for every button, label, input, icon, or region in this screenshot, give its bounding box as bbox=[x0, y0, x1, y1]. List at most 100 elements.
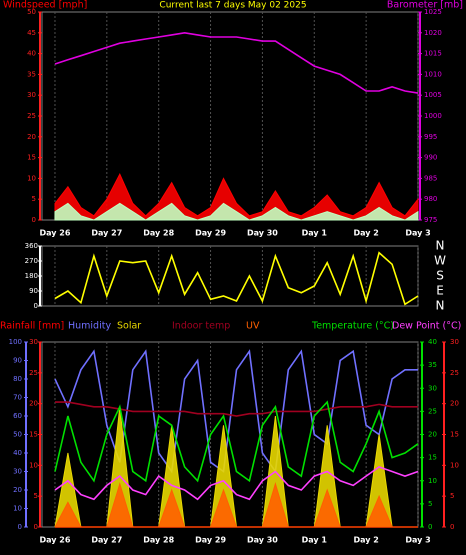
series-line bbox=[54, 251, 419, 306]
y-tick-label: 10 bbox=[13, 505, 22, 513]
y-tick-label: 20 bbox=[13, 486, 22, 494]
x-tick-label: Day 30 bbox=[247, 229, 278, 238]
y4-tick-label: 15 bbox=[450, 431, 459, 439]
y2-tick-label: 15 bbox=[29, 431, 38, 439]
y-tick-label: 25 bbox=[27, 112, 36, 120]
series-area bbox=[54, 482, 418, 528]
y3-tick-label: 10 bbox=[428, 477, 437, 485]
y2-tick-label: 980 bbox=[424, 195, 437, 203]
x-tick-label: Day 27 bbox=[91, 536, 122, 545]
y-tick-label: 40 bbox=[13, 449, 22, 457]
y-tick-label: 40 bbox=[27, 50, 36, 58]
series-line bbox=[54, 31, 419, 94]
x-tick-label: Day 28 bbox=[143, 536, 174, 545]
x-tick-label: Day 29 bbox=[195, 536, 226, 545]
y3-tick-label: 5 bbox=[428, 500, 432, 508]
y3-tick-label: 35 bbox=[428, 361, 437, 369]
y4-tick-label: 0 bbox=[450, 523, 454, 531]
y2-tick-label: 1025 bbox=[424, 8, 442, 16]
legend-label: Rainfall [mm] bbox=[0, 321, 64, 332]
y3-tick-label: 25 bbox=[428, 407, 437, 415]
y2-tick-label: 985 bbox=[424, 174, 437, 182]
legend-label: Windspeed [mph] bbox=[3, 0, 87, 11]
y2-tick-label: N bbox=[436, 239, 445, 253]
y3-tick-label: 40 bbox=[428, 338, 437, 346]
legend-label: Solar bbox=[117, 321, 141, 332]
x-tick-label: Day 27 bbox=[91, 229, 122, 238]
x-tick-label: Day 28 bbox=[143, 229, 174, 238]
y4-tick-label: 25 bbox=[450, 369, 459, 377]
legend-label: Dew Point (°C) bbox=[392, 321, 461, 332]
legend-label: Indoor temp bbox=[172, 321, 230, 332]
y2-tick-label: 995 bbox=[424, 133, 437, 141]
x-tick-label: Day 3 bbox=[405, 229, 430, 238]
x-tick-label: Day 3 bbox=[405, 536, 430, 545]
x-tick-label: Day 29 bbox=[195, 229, 226, 238]
y-tick-label: 5 bbox=[32, 195, 36, 203]
y-tick-label: 90 bbox=[29, 287, 38, 295]
y2-tick-label: 20 bbox=[29, 400, 38, 408]
y-tick-label: 50 bbox=[13, 431, 22, 439]
legend-label: Barometer [mb] bbox=[387, 0, 463, 11]
y-tick-label: 90 bbox=[13, 357, 22, 365]
y3-tick-label: 0 bbox=[428, 523, 432, 531]
y2-tick-label: 1015 bbox=[424, 50, 442, 58]
y2-tick-label: W bbox=[434, 254, 446, 268]
y-tick-label: 10 bbox=[27, 174, 36, 182]
y-tick-label: 15 bbox=[27, 154, 36, 162]
y2-tick-label: 1020 bbox=[424, 29, 442, 37]
y-tick-label: 0 bbox=[32, 216, 36, 224]
series-line bbox=[55, 401, 418, 417]
x-tick-label: Day 30 bbox=[247, 536, 278, 545]
y4-tick-label: 10 bbox=[450, 461, 459, 469]
y2-tick-label: 975 bbox=[424, 216, 437, 224]
legend-label: Humidity bbox=[68, 321, 111, 332]
y-tick-label: 0 bbox=[18, 523, 22, 531]
y3-tick-label: 20 bbox=[428, 431, 437, 439]
y-tick-label: 70 bbox=[13, 394, 22, 402]
y-tick-label: 100 bbox=[9, 338, 22, 346]
series-area bbox=[54, 173, 419, 221]
y2-tick-label: 1010 bbox=[424, 70, 442, 78]
legend-label: Temperature (°C) bbox=[311, 321, 394, 332]
y2-tick-label: 5 bbox=[34, 492, 38, 500]
x-tick-label: Day 2 bbox=[353, 229, 378, 238]
series-area bbox=[54, 202, 419, 221]
y2-tick-label: S bbox=[436, 269, 444, 283]
y-tick-label: 270 bbox=[25, 257, 38, 265]
y2-tick-label: 25 bbox=[29, 369, 38, 377]
y2-tick-label: 30 bbox=[29, 338, 38, 346]
y2-tick-label: 1000 bbox=[424, 112, 442, 120]
y-tick-label: 60 bbox=[13, 412, 22, 420]
chart-title: Current last 7 days May 02 2025 bbox=[159, 1, 306, 11]
x-tick-label: Day 1 bbox=[302, 536, 328, 545]
y2-tick-label: N bbox=[436, 299, 445, 313]
x-tick-label: Day 26 bbox=[39, 536, 70, 545]
series-line bbox=[54, 466, 419, 501]
y-tick-label: 0 bbox=[34, 302, 38, 310]
y-tick-label: 30 bbox=[27, 91, 36, 99]
y3-tick-label: 30 bbox=[428, 384, 437, 392]
y2-tick-label: 990 bbox=[424, 154, 437, 162]
y-tick-label: 50 bbox=[27, 8, 36, 16]
y3-tick-label: 15 bbox=[428, 454, 437, 462]
x-tick-label: Day 26 bbox=[39, 229, 70, 238]
legend-label: UV bbox=[246, 321, 260, 332]
y4-tick-label: 20 bbox=[450, 400, 459, 408]
x-tick-label: Day 1 bbox=[302, 229, 328, 238]
y2-tick-label: 0 bbox=[34, 523, 38, 531]
y-tick-label: 30 bbox=[13, 468, 22, 476]
y2-tick-label: E bbox=[436, 284, 444, 298]
y2-tick-label: 10 bbox=[29, 461, 38, 469]
y-tick-label: 35 bbox=[27, 70, 36, 78]
y-tick-label: 360 bbox=[25, 242, 38, 250]
y-tick-label: 80 bbox=[13, 375, 22, 383]
y-tick-label: 180 bbox=[25, 272, 38, 280]
y-tick-label: 45 bbox=[27, 29, 36, 37]
y4-tick-label: 30 bbox=[450, 338, 459, 346]
y2-tick-label: 1005 bbox=[424, 91, 442, 99]
y4-tick-label: 5 bbox=[450, 492, 454, 500]
x-tick-label: Day 2 bbox=[353, 536, 378, 545]
